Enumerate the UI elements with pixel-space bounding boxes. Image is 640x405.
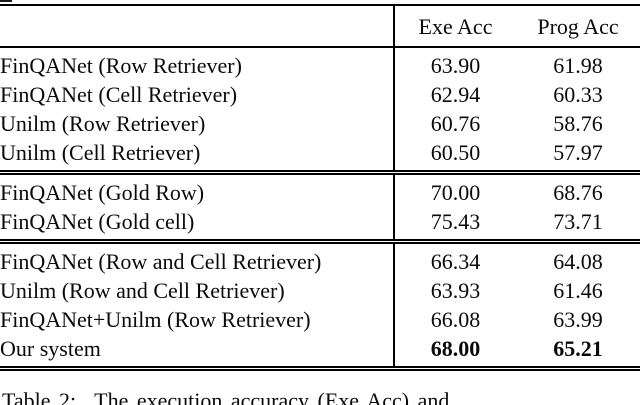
exe-acc-value: 63.93 [393,276,516,305]
row-label: FinQANet (Cell Retriever) [0,82,238,107]
table-header: Exe Acc Prog Acc [0,5,640,47]
row-label: Unilm (Cell Retriever) [0,140,201,165]
prog-acc-value: 65.21 [553,336,603,361]
prog-acc-value: 63.99 [553,307,603,332]
table-row: Unilm (Cell Retriever) 60.50 57.97 [0,138,640,173]
table-row: FinQANet (Row and Cell Retriever) 66.34 … [0,241,640,276]
section-combined: FinQANet (Row and Cell Retriever) 66.34 … [0,241,640,369]
table-row: FinQANet (Cell Retriever) 62.94 60.33 [0,80,640,109]
table-row: FinQANet (Gold cell) 75.43 73.71 [0,207,640,242]
prog-acc-value: 57.97 [553,140,603,165]
row-label: Unilm (Row Retriever) [0,111,206,136]
exe-acc-value: 63.90 [393,47,516,80]
prog-acc-value: 61.98 [553,53,603,78]
exe-acc-value: 68.00 [393,334,516,369]
exe-acc-value: 75.43 [393,207,516,242]
header-exe-acc: Exe Acc [393,5,516,47]
table-row: FinQANet (Row Retriever) 63.90 61.98 [0,47,640,80]
row-label: FinQANet (Row Retriever) [0,53,242,78]
table-row: FinQANet+Unilm (Row Retriever) 66.08 63.… [0,305,640,334]
exe-acc-value: 60.50 [393,138,516,173]
table-caption: Table 2: The execution accuracy (Exe Acc)… [2,388,638,405]
prog-acc-value: 60.33 [553,82,603,107]
table-row: Unilm (Row Retriever) 60.76 58.76 [0,109,640,138]
section-retrievers: FinQANet (Row Retriever) 63.90 61.98 Fin… [0,47,640,173]
prog-acc-value: 64.08 [553,249,603,274]
table-row: Unilm (Row and Cell Retriever) 63.93 61.… [0,276,640,305]
row-label: Unilm (Row and Cell Retriever) [0,278,285,303]
prog-acc-value: 58.76 [553,111,603,136]
row-label: FinQANet (Row and Cell Retriever) [0,249,322,274]
row-label: Our system [0,336,101,361]
exe-acc-value: 66.34 [393,241,516,276]
exe-acc-value: 60.76 [393,109,516,138]
table-row-our-system: Our system 68.00 65.21 [0,334,640,369]
scan-artifact-mark [0,0,12,2]
section-gold: FinQANet (Gold Row) 70.00 68.76 FinQANet… [0,172,640,242]
caption-label: Table 2: [2,388,77,405]
header-prog-acc: Prog Acc [537,13,619,39]
exe-acc-value: 66.08 [393,305,516,334]
row-label: FinQANet (Gold cell) [0,209,195,234]
exe-acc-value: 62.94 [393,80,516,109]
row-label: FinQANet (Gold Row) [0,180,205,205]
results-table: Exe Acc Prog Acc FinQANet (Row Retriever… [0,4,640,371]
prog-acc-value: 68.76 [553,180,603,205]
header-row: Exe Acc Prog Acc [0,5,640,47]
prog-acc-value: 73.71 [553,209,603,234]
caption-text: The execution accuracy (Exe Acc) and [94,388,450,405]
table-row: FinQANet (Gold Row) 70.00 68.76 [0,172,640,207]
exe-acc-value: 70.00 [393,172,516,207]
header-empty-cell [0,5,394,47]
prog-acc-value: 61.46 [553,278,603,303]
row-label: FinQANet+Unilm (Row Retriever) [0,307,311,332]
